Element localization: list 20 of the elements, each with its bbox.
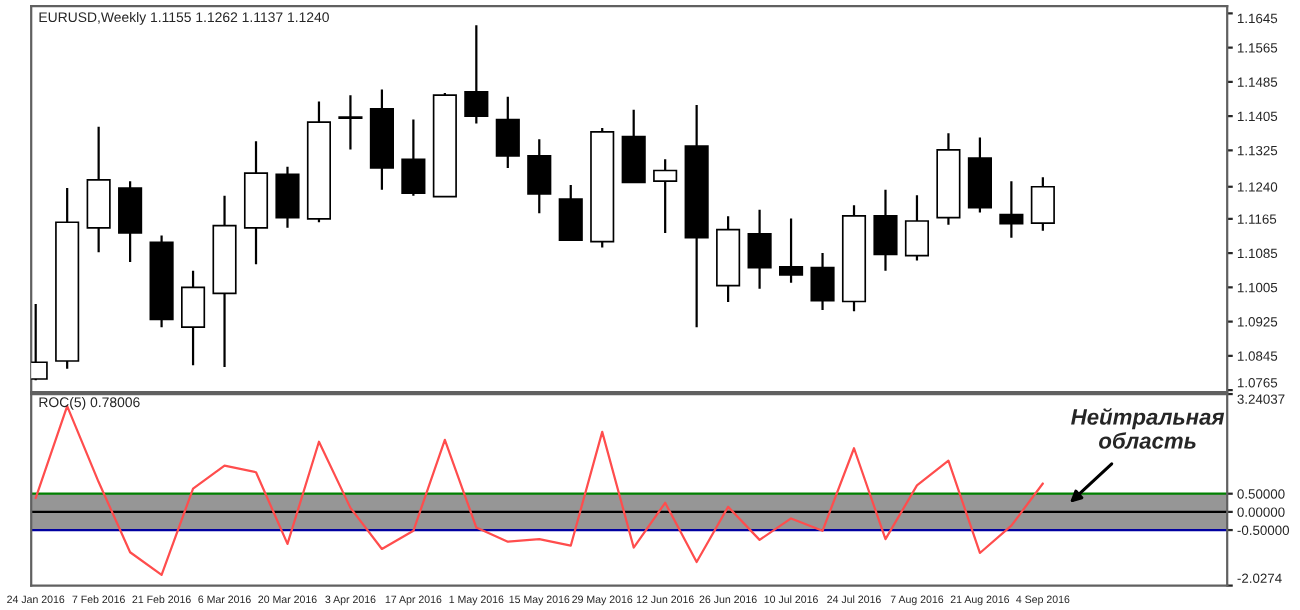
candlestick: [527, 138, 552, 215]
candlestick: [558, 183, 583, 242]
candlestick: [401, 118, 426, 197]
candlestick: [778, 217, 804, 284]
candlestick: [275, 165, 300, 229]
annotation: Нейтральная область: [1071, 407, 1225, 449]
candlestick: [904, 194, 930, 262]
candlestick: [747, 208, 772, 290]
candlestick: [86, 125, 111, 254]
candlestick: [621, 108, 646, 184]
candlestick: [180, 269, 206, 367]
candlestick: [873, 188, 898, 272]
candlestick: [653, 158, 678, 235]
candlestick: [999, 180, 1024, 239]
candlestick: [810, 251, 835, 312]
candlestick: [118, 180, 143, 264]
candlestick: [338, 94, 363, 151]
candlestick: [464, 24, 489, 125]
candlestick: [495, 95, 520, 170]
candlestick: [1030, 176, 1055, 232]
